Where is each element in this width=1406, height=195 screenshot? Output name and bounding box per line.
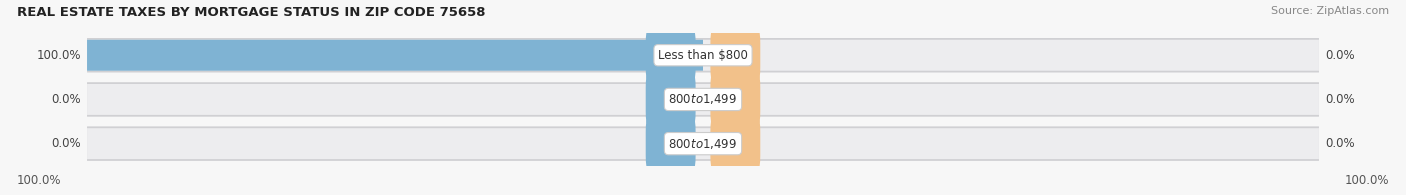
Text: Less than $800: Less than $800 xyxy=(658,49,748,62)
FancyBboxPatch shape xyxy=(87,82,1319,117)
FancyBboxPatch shape xyxy=(710,30,761,80)
FancyBboxPatch shape xyxy=(87,84,1319,115)
FancyBboxPatch shape xyxy=(645,75,696,124)
Text: $800 to $1,499: $800 to $1,499 xyxy=(668,92,738,106)
FancyBboxPatch shape xyxy=(87,40,1319,71)
FancyBboxPatch shape xyxy=(87,128,1319,159)
FancyBboxPatch shape xyxy=(87,38,1319,73)
Text: 0.0%: 0.0% xyxy=(1324,93,1355,106)
FancyBboxPatch shape xyxy=(645,30,696,80)
Text: 100.0%: 100.0% xyxy=(37,49,82,62)
FancyBboxPatch shape xyxy=(710,75,761,124)
Text: Source: ZipAtlas.com: Source: ZipAtlas.com xyxy=(1271,6,1389,16)
Text: 0.0%: 0.0% xyxy=(1324,49,1355,62)
Text: 0.0%: 0.0% xyxy=(51,137,82,150)
FancyBboxPatch shape xyxy=(87,40,703,71)
Text: $800 to $1,499: $800 to $1,499 xyxy=(668,137,738,151)
Text: REAL ESTATE TAXES BY MORTGAGE STATUS IN ZIP CODE 75658: REAL ESTATE TAXES BY MORTGAGE STATUS IN … xyxy=(17,6,485,19)
Text: 0.0%: 0.0% xyxy=(51,93,82,106)
Text: 0.0%: 0.0% xyxy=(1324,137,1355,150)
FancyBboxPatch shape xyxy=(87,126,1319,161)
FancyBboxPatch shape xyxy=(645,119,696,168)
Text: 100.0%: 100.0% xyxy=(17,174,62,187)
FancyBboxPatch shape xyxy=(710,119,761,168)
Text: 100.0%: 100.0% xyxy=(1344,174,1389,187)
